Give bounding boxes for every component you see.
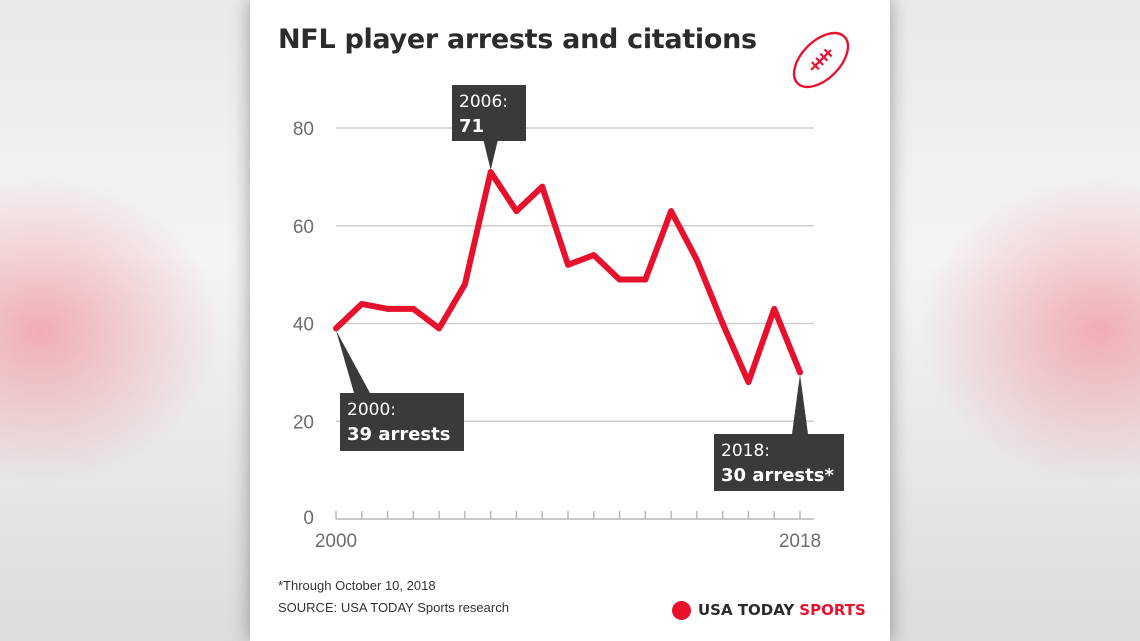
x-tick-label: 2018 bbox=[779, 531, 821, 552]
data-point bbox=[462, 281, 468, 287]
callout-label: 2000: bbox=[347, 400, 396, 420]
y-tick-label: 60 bbox=[293, 217, 314, 238]
footnote: *Through October 10, 2018 bbox=[278, 578, 436, 593]
y-tick-label: 0 bbox=[303, 508, 314, 529]
data-point bbox=[771, 306, 777, 312]
data-point bbox=[591, 252, 597, 258]
data-point bbox=[539, 184, 545, 190]
chart-title: NFL player arrests and citations bbox=[278, 24, 757, 55]
brand-accent: SPORTS bbox=[799, 601, 866, 619]
data-point bbox=[410, 306, 416, 312]
y-tick-label: 40 bbox=[293, 315, 314, 336]
x-tick-label: 2000 bbox=[315, 531, 357, 552]
line-chart: 0 20 40 60 80 2000 2018 2006: 71 2000: 39 arrests 2… bbox=[293, 85, 844, 552]
data-point bbox=[385, 306, 391, 312]
callout-pointer bbox=[483, 141, 498, 170]
y-tick-label: 80 bbox=[293, 119, 314, 140]
data-point bbox=[617, 277, 623, 283]
brand-dot bbox=[672, 600, 691, 620]
y-tick-label: 20 bbox=[293, 412, 314, 433]
chart-card: NFL player arrests and citations 0 20 40 60… bbox=[250, 0, 890, 641]
data-point bbox=[745, 379, 751, 385]
callout-pointer bbox=[792, 374, 808, 434]
callout-pointer bbox=[336, 330, 370, 393]
callout-value: 71 bbox=[459, 116, 484, 137]
data-point bbox=[720, 321, 726, 326]
data-point bbox=[513, 208, 519, 214]
data-point bbox=[668, 208, 674, 214]
callout-label: 2018: bbox=[721, 441, 770, 461]
callout-box bbox=[714, 434, 844, 491]
data-point bbox=[488, 169, 494, 175]
data-point bbox=[436, 325, 442, 331]
callout-value: 30 arrests* bbox=[721, 465, 834, 486]
source-note: SOURCE: USA TODAY Sports research bbox=[278, 600, 509, 615]
callout-box bbox=[452, 85, 526, 141]
football-icon bbox=[792, 31, 850, 89]
data-point bbox=[565, 262, 571, 268]
series-line bbox=[333, 168, 803, 386]
data-point bbox=[797, 369, 803, 375]
data-point bbox=[359, 301, 365, 307]
brand-name: USA TODAY bbox=[698, 601, 795, 619]
callout-label: 2006: bbox=[459, 92, 508, 112]
usa-today-sports-logo: USA TODAY SPORTS bbox=[672, 598, 866, 622]
data-point bbox=[694, 257, 700, 263]
data-point bbox=[642, 277, 648, 283]
callout-box bbox=[340, 393, 464, 451]
callout-value: 39 arrests bbox=[347, 424, 450, 445]
data-point bbox=[333, 325, 339, 331]
